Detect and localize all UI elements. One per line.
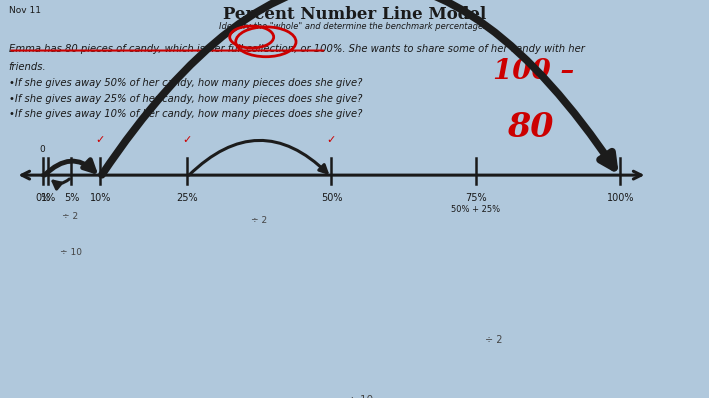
Text: Emma has 80 pieces of candy, which is her full collection, or 100%. She wants to: Emma has 80 pieces of candy, which is he… [9,44,584,54]
Text: 75%: 75% [465,193,487,203]
Text: 25%: 25% [176,193,198,203]
Text: ✓: ✓ [96,135,105,145]
Text: friends.: friends. [9,62,46,72]
Text: 0: 0 [40,144,45,154]
Text: Nov 11: Nov 11 [9,6,40,15]
Text: •If she gives away 50% of her candy, how many pieces does she give?: •If she gives away 50% of her candy, how… [9,78,362,88]
Text: 10%: 10% [89,193,111,203]
Text: ✓: ✓ [182,135,191,145]
Text: 1%: 1% [40,193,56,203]
Text: ÷ 10: ÷ 10 [348,395,373,398]
Text: 100 –: 100 – [493,58,574,85]
Text: ÷ 10: ÷ 10 [60,248,82,257]
Text: Percent Number Line Model: Percent Number Line Model [223,6,486,23]
Text: •If she gives away 25% of her candy, how many pieces does she give?: •If she gives away 25% of her candy, how… [9,94,362,103]
Text: ÷ 2: ÷ 2 [251,217,267,225]
Text: 80: 80 [507,111,554,144]
Text: 100%: 100% [607,193,634,203]
Text: 5%: 5% [64,193,79,203]
Text: •If she gives away 10% of her candy, how many pieces does she give?: •If she gives away 10% of her candy, how… [9,109,362,119]
Text: Identify the "whole" and determine the benchmark percentages.: Identify the "whole" and determine the b… [219,22,490,31]
Text: 50% + 25%: 50% + 25% [452,205,501,214]
Text: ÷ 2: ÷ 2 [485,335,503,345]
Text: ÷ 2: ÷ 2 [62,213,78,221]
Text: 50%: 50% [320,193,342,203]
Text: ✓: ✓ [327,135,336,145]
Text: 0%: 0% [35,193,50,203]
